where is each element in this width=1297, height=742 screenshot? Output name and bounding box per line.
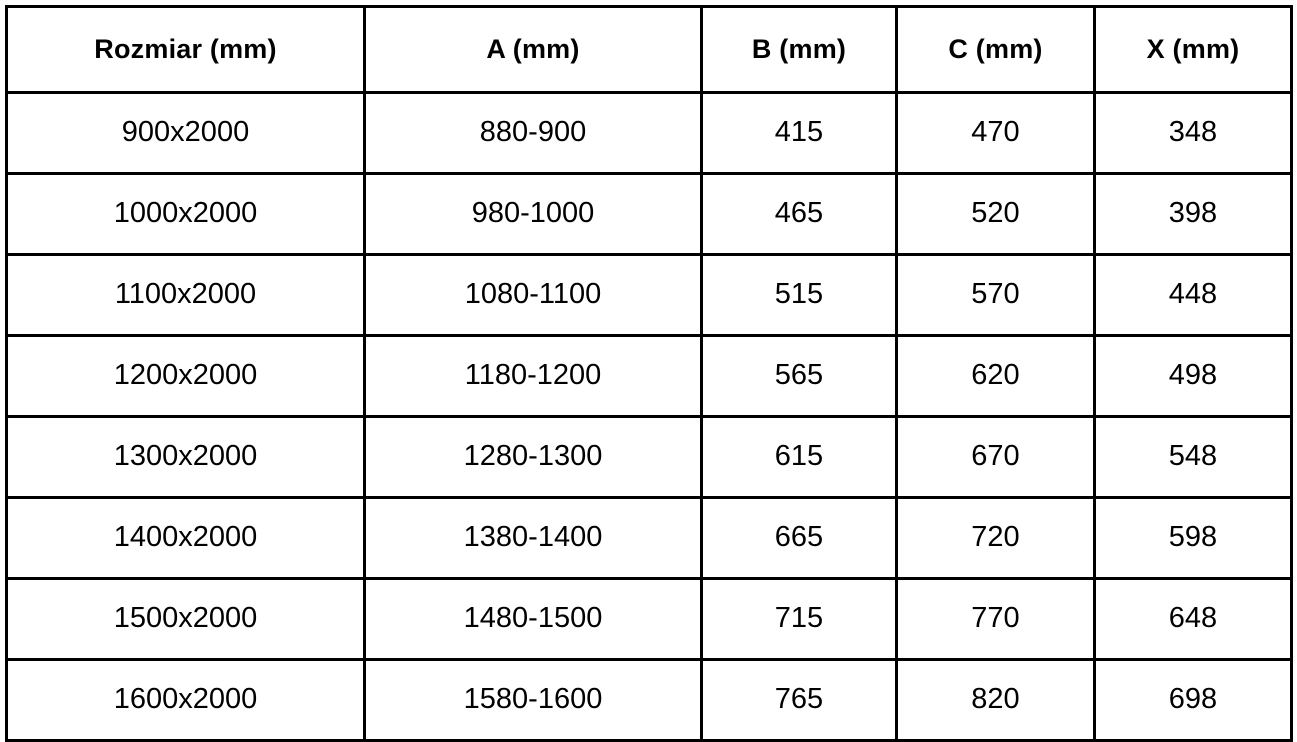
cell-b: 665 [700, 496, 898, 580]
column-header-a: A (mm) [363, 5, 703, 94]
cell-x: 448 [1093, 253, 1293, 337]
cell-x: 548 [1093, 415, 1293, 499]
page-root: Rozmiar (mm) A (mm) B (mm) C (mm) X (mm)… [5, 5, 1293, 742]
cell-b: 715 [700, 577, 898, 661]
cell-a: 980-1000 [363, 172, 703, 256]
cell-b: 565 [700, 334, 898, 418]
table-row: 1500x2000 1480-1500 715 770 648 [5, 577, 1293, 661]
cell-a: 1480-1500 [363, 577, 703, 661]
table-row: 1300x2000 1280-1300 615 670 548 [5, 415, 1293, 499]
cell-x: 498 [1093, 334, 1293, 418]
cell-c: 470 [895, 91, 1096, 175]
table-row: 1000x2000 980-1000 465 520 398 [5, 172, 1293, 256]
cell-a: 1180-1200 [363, 334, 703, 418]
cell-a: 1280-1300 [363, 415, 703, 499]
column-header-size: Rozmiar (mm) [5, 5, 366, 94]
cell-size: 1000x2000 [5, 172, 366, 256]
cell-size: 1300x2000 [5, 415, 366, 499]
cell-b: 415 [700, 91, 898, 175]
cell-c: 820 [895, 658, 1096, 742]
cell-c: 770 [895, 577, 1096, 661]
cell-size: 1200x2000 [5, 334, 366, 418]
cell-a: 880-900 [363, 91, 703, 175]
column-header-c: C (mm) [895, 5, 1096, 94]
column-header-x: X (mm) [1093, 5, 1293, 94]
column-header-b: B (mm) [700, 5, 898, 94]
cell-b: 615 [700, 415, 898, 499]
cell-a: 1080-1100 [363, 253, 703, 337]
cell-size: 1600x2000 [5, 658, 366, 742]
table-body: 900x2000 880-900 415 470 348 1000x2000 9… [5, 91, 1293, 742]
table-row: 900x2000 880-900 415 470 348 [5, 91, 1293, 175]
cell-c: 570 [895, 253, 1096, 337]
table-row: 1400x2000 1380-1400 665 720 598 [5, 496, 1293, 580]
table-row: 1600x2000 1580-1600 765 820 698 [5, 658, 1293, 742]
cell-size: 900x2000 [5, 91, 366, 175]
cell-c: 670 [895, 415, 1096, 499]
cell-size: 1100x2000 [5, 253, 366, 337]
cell-x: 348 [1093, 91, 1293, 175]
cell-a: 1380-1400 [363, 496, 703, 580]
cell-x: 698 [1093, 658, 1293, 742]
cell-size: 1400x2000 [5, 496, 366, 580]
cell-x: 398 [1093, 172, 1293, 256]
table-row: 1200x2000 1180-1200 565 620 498 [5, 334, 1293, 418]
table-header-row: Rozmiar (mm) A (mm) B (mm) C (mm) X (mm) [5, 5, 1293, 94]
cell-c: 520 [895, 172, 1096, 256]
cell-b: 765 [700, 658, 898, 742]
cell-x: 598 [1093, 496, 1293, 580]
cell-b: 515 [700, 253, 898, 337]
cell-size: 1500x2000 [5, 577, 366, 661]
cell-c: 720 [895, 496, 1096, 580]
cell-c: 620 [895, 334, 1096, 418]
table-row: 1100x2000 1080-1100 515 570 448 [5, 253, 1293, 337]
size-specification-table: Rozmiar (mm) A (mm) B (mm) C (mm) X (mm)… [5, 5, 1293, 742]
cell-a: 1580-1600 [363, 658, 703, 742]
table-header: Rozmiar (mm) A (mm) B (mm) C (mm) X (mm) [5, 5, 1293, 94]
cell-x: 648 [1093, 577, 1293, 661]
cell-b: 465 [700, 172, 898, 256]
